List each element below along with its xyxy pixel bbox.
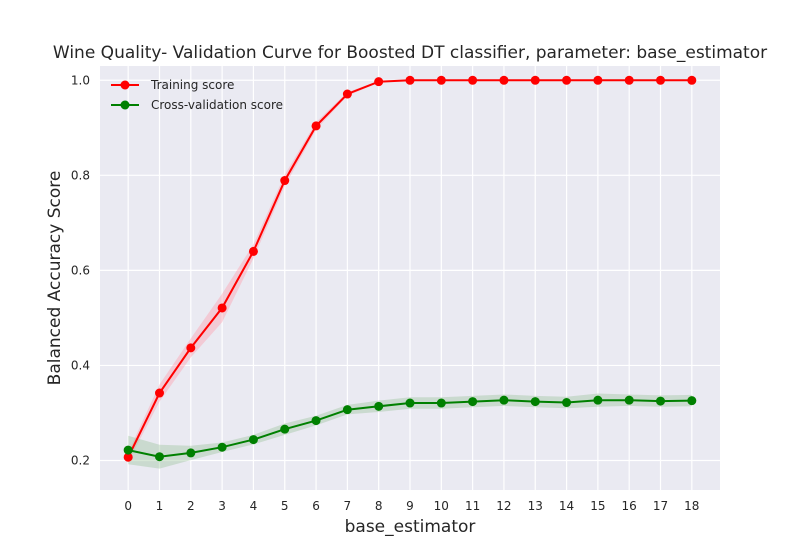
y-tick-label: 0.8 bbox=[71, 168, 90, 182]
x-tick-label: 9 bbox=[406, 499, 414, 513]
x-tick-labels: 0 1 2 3 4 5 6 7 8 9 10 11 12 13 14 15 16 17 18 bbox=[124, 499, 699, 513]
y-axis-title: Balanced Accuracy Score bbox=[45, 171, 65, 386]
cv-data-point bbox=[248, 435, 258, 445]
x-tick-label: 1 bbox=[156, 499, 164, 513]
x-tick-label: 7 bbox=[344, 499, 352, 513]
cv-data-point bbox=[687, 396, 697, 406]
cv-data-point bbox=[374, 401, 384, 411]
x-tick-label: 8 bbox=[375, 499, 383, 513]
x-tick-label: 4 bbox=[250, 499, 258, 513]
x-tick-label: 11 bbox=[465, 499, 480, 513]
x-tick-label: 12 bbox=[496, 499, 511, 513]
cv-data-point bbox=[311, 416, 321, 426]
x-tick-label: 5 bbox=[281, 499, 289, 513]
training-data-point bbox=[593, 75, 603, 85]
training-data-point bbox=[154, 388, 164, 398]
legend-cv-label: Cross-validation score bbox=[151, 98, 283, 112]
x-tick-label: 17 bbox=[653, 499, 668, 513]
training-data-point bbox=[405, 75, 415, 85]
training-data-point bbox=[562, 75, 572, 85]
cv-data-point bbox=[624, 395, 634, 405]
training-data-point bbox=[374, 77, 384, 87]
training-data-point bbox=[624, 75, 634, 85]
y-tick-label: 0.6 bbox=[71, 263, 90, 277]
training-data-point bbox=[280, 176, 290, 186]
chart-title: Wine Quality- Validation Curve for Boost… bbox=[53, 43, 767, 63]
training-data-point bbox=[123, 452, 133, 462]
x-tick-label: 0 bbox=[124, 499, 132, 513]
training-data-point bbox=[687, 75, 697, 85]
x-tick-label: 2 bbox=[187, 499, 195, 513]
training-data-point bbox=[186, 343, 196, 353]
training-data-point bbox=[342, 89, 352, 99]
x-tick-label: 6 bbox=[312, 499, 320, 513]
cv-data-point bbox=[530, 397, 540, 407]
x-tick-label: 10 bbox=[434, 499, 449, 513]
legend-training-label: Training score bbox=[150, 78, 234, 92]
training-data-point bbox=[656, 75, 666, 85]
training-data-point bbox=[530, 75, 540, 85]
y-tick-label: 0.2 bbox=[71, 454, 90, 468]
x-tick-label: 13 bbox=[528, 499, 543, 513]
x-axis-title: base_estimator bbox=[345, 517, 476, 537]
cv-data-point bbox=[186, 448, 196, 458]
y-tick-label: 0.4 bbox=[71, 358, 90, 372]
cv-data-point bbox=[217, 442, 227, 452]
y-tick-label: 1.0 bbox=[71, 73, 90, 87]
training-data-point bbox=[248, 246, 258, 256]
training-data-point bbox=[436, 75, 446, 85]
legend: Training score Cross-validation score bbox=[111, 78, 283, 112]
cv-data-point bbox=[499, 395, 509, 405]
training-std-band bbox=[128, 80, 692, 463]
legend-training-marker bbox=[120, 80, 130, 90]
cv-data-point bbox=[280, 424, 290, 434]
cv-data-point bbox=[154, 452, 164, 462]
training-data-point bbox=[311, 121, 321, 131]
training-data-point bbox=[499, 75, 509, 85]
legend-cv-marker bbox=[120, 100, 130, 110]
grid-lines bbox=[100, 66, 720, 490]
training-data-point bbox=[217, 303, 227, 313]
x-tick-label: 14 bbox=[559, 499, 574, 513]
x-tick-label: 3 bbox=[218, 499, 226, 513]
cv-data-point bbox=[405, 398, 415, 408]
x-tick-label: 15 bbox=[590, 499, 605, 513]
x-tick-label: 16 bbox=[622, 499, 637, 513]
training-data-point bbox=[468, 75, 478, 85]
x-tick-label: 18 bbox=[684, 499, 699, 513]
cv-data-point bbox=[468, 397, 478, 407]
series-points bbox=[123, 75, 697, 462]
cv-data-point bbox=[123, 445, 133, 455]
cv-data-point bbox=[436, 398, 446, 408]
cv-data-point bbox=[342, 405, 352, 415]
cv-data-point bbox=[562, 398, 572, 408]
y-tick-labels: 0.2 0.4 0.6 0.8 1.0 bbox=[71, 73, 90, 467]
cv-data-point bbox=[656, 396, 666, 406]
cv-data-point bbox=[593, 395, 603, 405]
